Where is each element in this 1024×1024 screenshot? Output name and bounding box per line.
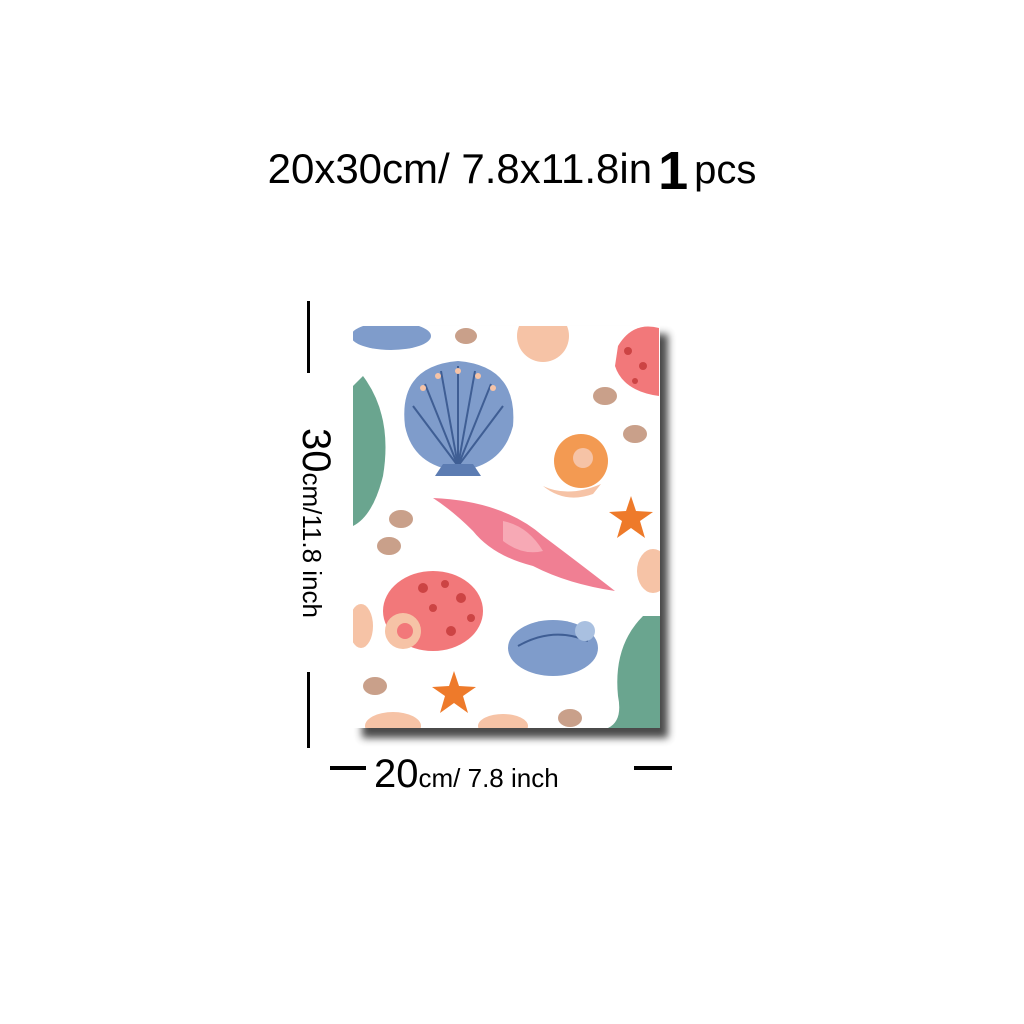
peach-nautilus-bottom	[365, 712, 421, 728]
coral-shell-top-right	[615, 326, 659, 396]
height-dimension-label: 30cm/11.8 inch	[294, 428, 338, 618]
size-headline: 20x30cm/ 7.8x11.8in 1 pcs	[0, 138, 1024, 198]
peach-nautilus-bottom	[478, 714, 528, 728]
seashell-pattern-illustration	[353, 326, 660, 728]
seashell-canvas-artwork	[353, 326, 660, 728]
height-value: 30	[294, 428, 338, 473]
starfish-right	[609, 496, 653, 538]
height-dimension-line-bottom	[307, 672, 310, 748]
orange-nautilus-shell	[543, 434, 608, 498]
coral-spotted-shell	[383, 571, 483, 651]
cowrie-shell	[363, 677, 387, 695]
piece-count: 1	[658, 141, 689, 201]
blue-scallop-shell	[404, 361, 514, 476]
pink-conch-shell	[433, 498, 615, 591]
height-unit: cm/11.8 inch	[297, 472, 327, 618]
width-value: 20	[374, 752, 419, 796]
cowrie-shell	[623, 425, 647, 443]
piece-unit: pcs	[694, 148, 757, 192]
green-seaweed-right	[608, 616, 660, 728]
size-text: 20x30cm/ 7.8x11.8in	[267, 145, 653, 192]
peach-shell-right	[637, 549, 660, 593]
blue-clam-shell-top	[353, 326, 431, 350]
blue-clam-shell	[508, 620, 598, 676]
cowrie-shell	[389, 510, 413, 528]
cowrie-shell	[558, 709, 582, 727]
cowrie-shell	[593, 387, 617, 405]
width-unit: cm/ 7.8 inch	[418, 763, 559, 793]
cowrie-shell	[377, 537, 401, 555]
starfish-bottom	[432, 671, 476, 713]
peach-shell-left	[353, 604, 373, 648]
width-dimension-line-right	[634, 766, 672, 770]
cowrie-shell	[455, 328, 477, 344]
width-dimension-line-left	[330, 766, 366, 770]
peach-nautilus-top	[517, 326, 569, 362]
width-dimension-label: 20cm/ 7.8 inch	[374, 754, 559, 794]
green-seaweed-left	[353, 376, 386, 526]
height-dimension-line-top	[307, 301, 310, 373]
